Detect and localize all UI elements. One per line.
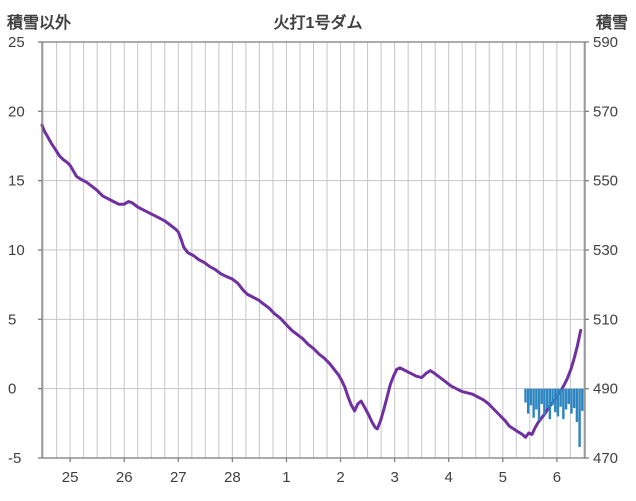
bar <box>540 388 543 404</box>
left-tick-label: 15 <box>8 173 25 190</box>
x-tick-label: 5 <box>499 469 507 486</box>
bar <box>570 388 573 414</box>
bar <box>529 388 533 406</box>
bar <box>564 388 568 410</box>
bar <box>526 388 530 414</box>
bar <box>543 388 546 416</box>
x-tick-label: 4 <box>445 469 453 486</box>
left-tick-label: 5 <box>8 311 16 328</box>
left-tick-label: 20 <box>8 103 25 120</box>
x-tick-label: 28 <box>224 469 241 486</box>
right-tick-label: 550 <box>593 173 618 190</box>
right-tick-label: 510 <box>593 311 618 328</box>
right-axis-label: 積雪 <box>595 15 628 32</box>
bar <box>556 388 560 417</box>
line-series <box>40 123 583 439</box>
bar <box>575 388 579 422</box>
left-tick-label: 25 <box>8 34 25 51</box>
left-tick-label: 10 <box>8 242 25 259</box>
bar <box>578 388 581 447</box>
bar <box>572 388 576 409</box>
bar <box>567 388 570 404</box>
bar <box>524 388 527 403</box>
right-tick-label: 530 <box>593 242 618 259</box>
bar <box>559 388 562 407</box>
bar <box>532 388 535 418</box>
bar <box>581 388 584 411</box>
bar <box>554 388 557 413</box>
left-tick-label: 0 <box>8 381 16 398</box>
x-tick-label: 27 <box>170 469 187 486</box>
right-tick-label: 470 <box>593 450 618 467</box>
left-tick-label: -5 <box>8 450 21 467</box>
bar <box>548 388 552 420</box>
right-tick-label: 490 <box>593 381 618 398</box>
x-tick-label: 2 <box>336 469 344 486</box>
x-tick-label: 3 <box>390 469 398 486</box>
chart-title: 火打1号ダム <box>273 15 363 32</box>
x-tick-label: 6 <box>553 469 561 486</box>
bar <box>535 388 538 410</box>
x-tick-label: 25 <box>62 469 79 486</box>
bar <box>537 388 541 421</box>
right-tick-label: 570 <box>593 103 618 120</box>
right-tick-label: 590 <box>593 34 618 51</box>
bar <box>545 388 549 409</box>
bar <box>551 388 554 406</box>
x-tick-label: 1 <box>282 469 290 486</box>
left-axis-label: 積雪以外 <box>7 15 72 32</box>
bar <box>562 388 565 420</box>
x-tick-label: 26 <box>116 469 133 486</box>
